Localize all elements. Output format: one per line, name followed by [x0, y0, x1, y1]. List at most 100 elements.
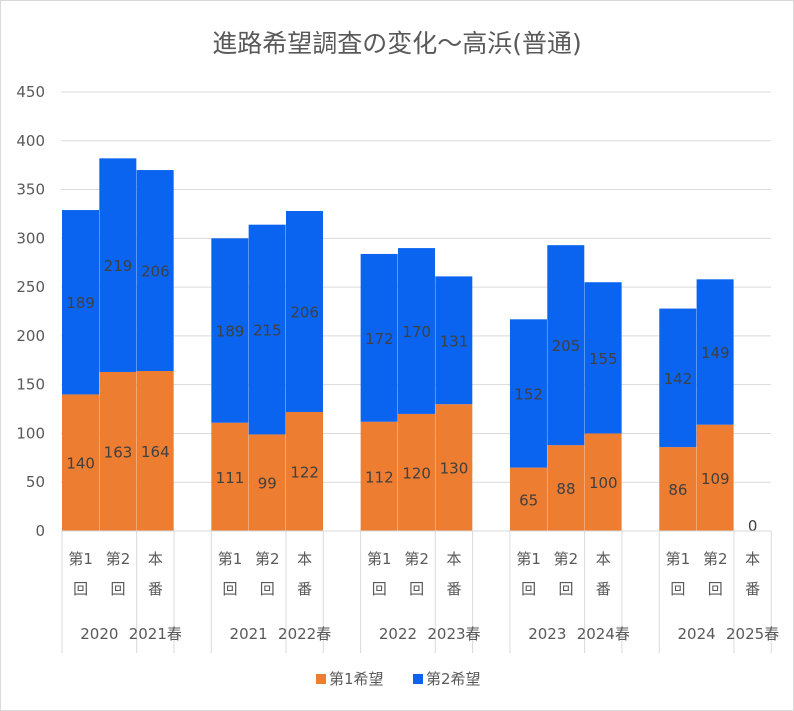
bar-first-choice [547, 445, 585, 531]
data-label-second-choice: 131 [440, 332, 469, 350]
y-tick-label: 150 [16, 376, 45, 394]
x-category-label: 第2 回 [106, 550, 131, 598]
x-group-year-label: 2022 [379, 625, 417, 643]
data-label-first-choice: 65 [519, 491, 538, 509]
chart-title: 進路希望調査の変化～高浜(普通) [212, 29, 582, 58]
y-tick-label: 400 [16, 132, 45, 150]
x-group-season-label: 2023春 [427, 625, 480, 643]
x-category-label: 第1 回 [367, 550, 392, 598]
data-label-first-choice: 0 [748, 517, 758, 535]
bar-second-choice [659, 308, 697, 448]
legend-label: 第2希望 [426, 670, 481, 688]
data-label-first-choice: 99 [258, 475, 277, 493]
y-axis-ticks: 0 50 100 150 200 250 300 350 400 450 [16, 83, 45, 540]
data-label-second-choice: 205 [552, 337, 581, 355]
data-label-first-choice: 140 [66, 455, 95, 473]
data-label-second-choice: 149 [701, 344, 730, 362]
data-label-first-choice: 122 [290, 463, 319, 481]
bar-first-choice [584, 433, 622, 531]
data-label-second-choice: 189 [216, 323, 245, 341]
x-category-label: 第2 回 [404, 550, 429, 598]
bar-first-choice [696, 424, 734, 531]
bar-second-choice [696, 279, 734, 425]
data-label-second-choice: 206 [141, 263, 170, 281]
y-tick-label: 250 [16, 278, 45, 296]
bar-second-choice [397, 248, 435, 414]
data-label-second-choice: 172 [365, 330, 394, 348]
data-label-second-choice: 170 [402, 323, 431, 341]
x-category-label: 第1 回 [666, 550, 691, 598]
data-label-first-choice: 163 [104, 443, 133, 461]
x-group-year-label: 2024 [678, 625, 716, 643]
bar-first-choice [509, 467, 547, 531]
x-group-year-label: 2023 [528, 625, 566, 643]
x-group-season-label: 2022春 [278, 625, 331, 643]
bar-second-choice [360, 253, 398, 422]
bar-second-choice [547, 245, 585, 446]
y-tick-label: 200 [16, 327, 45, 345]
bar-first-choice [136, 371, 174, 531]
bar-first-choice [435, 404, 473, 531]
legend: 第1希望 第2希望 [316, 670, 481, 688]
y-tick-label: 50 [26, 473, 45, 491]
x-category-label: 第1 回 [68, 550, 93, 598]
y-tick-label: 100 [16, 424, 45, 442]
legend-swatch [316, 674, 326, 684]
y-tick-label: 450 [16, 83, 45, 101]
bars [62, 158, 734, 531]
x-category-label: 本番 [297, 550, 312, 598]
x-group-season-label: 2025春 [726, 625, 779, 643]
y-tick-label: 0 [35, 522, 45, 540]
bar-second-choice [248, 224, 286, 435]
legend-swatch [413, 674, 423, 684]
bar-second-choice [509, 319, 547, 468]
x-category-label: 第1 回 [218, 550, 243, 598]
data-label-first-choice: 88 [556, 480, 575, 498]
bar-first-choice [62, 394, 99, 531]
data-label-second-choice: 219 [104, 257, 133, 275]
bar-second-choice [285, 211, 323, 412]
data-label-second-choice: 155 [589, 350, 618, 368]
data-label-second-choice: 142 [664, 370, 693, 388]
bar-first-choice [248, 434, 286, 531]
data-label-first-choice: 109 [701, 470, 730, 488]
bar-first-choice [211, 422, 249, 531]
x-category-label: 本番 [148, 550, 163, 598]
bar-second-choice [99, 158, 137, 372]
bar-first-choice [397, 413, 435, 531]
data-label-second-choice: 206 [290, 304, 319, 322]
data-label-first-choice: 86 [668, 481, 687, 499]
x-category-label: 第2 回 [703, 550, 728, 598]
x-category-label: 本番 [745, 550, 760, 598]
data-label-second-choice: 215 [253, 322, 282, 340]
data-label-second-choice: 152 [514, 385, 543, 403]
x-category-label: 第2 回 [554, 550, 579, 598]
bar-first-choice [285, 411, 323, 531]
bar-first-choice [659, 447, 697, 531]
y-tick-label: 350 [16, 181, 45, 199]
data-label-first-choice: 164 [141, 443, 170, 461]
bar-second-choice [435, 276, 473, 405]
x-group-season-label: 2021春 [129, 625, 182, 643]
legend-label: 第1希望 [329, 670, 384, 688]
bar-second-choice [584, 282, 622, 434]
bar-second-choice [136, 170, 174, 372]
bar-second-choice [62, 210, 99, 395]
y-tick-label: 300 [16, 229, 45, 247]
bar-first-choice [360, 421, 398, 531]
x-group-year-label: 2020 [80, 625, 118, 643]
x-group-season-label: 2024春 [577, 625, 630, 643]
x-group-year-label: 2021 [230, 625, 268, 643]
x-category-label: 第1 回 [516, 550, 541, 598]
data-label-first-choice: 120 [402, 464, 431, 482]
data-labels: 140 189 163 219 164 206 111 189 99 215 122 206 112 17… [66, 257, 757, 535]
data-label-first-choice: 112 [365, 468, 394, 486]
data-label-first-choice: 111 [216, 469, 245, 487]
bar-second-choice [211, 238, 249, 423]
bar-first-choice [99, 371, 137, 531]
x-category-label: 第2 回 [255, 550, 280, 598]
data-label-first-choice: 100 [589, 474, 618, 492]
